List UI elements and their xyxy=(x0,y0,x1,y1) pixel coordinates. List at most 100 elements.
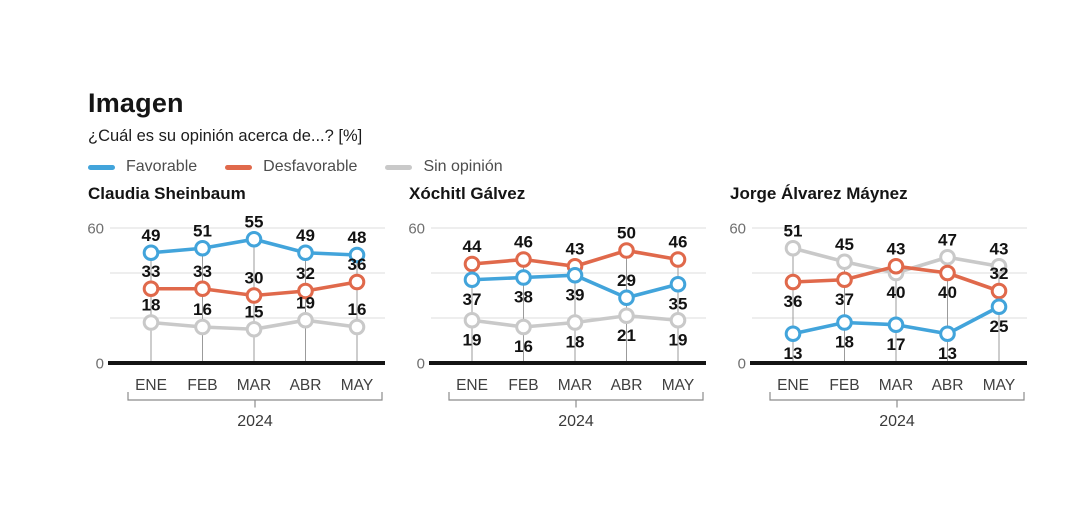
data-label: 18 xyxy=(142,296,161,315)
data-point xyxy=(566,314,584,331)
data-label: 50 xyxy=(617,224,636,243)
y-axis-tick-label: 0 xyxy=(738,355,746,372)
data-point xyxy=(784,239,802,257)
data-label: 19 xyxy=(669,330,688,349)
data-point xyxy=(784,273,802,291)
x-axis-label: ENE xyxy=(777,377,809,394)
data-point xyxy=(515,251,532,268)
data-label: 19 xyxy=(463,330,482,349)
data-point xyxy=(348,318,366,336)
legend-label: Favorable xyxy=(126,158,198,175)
data-label: 43 xyxy=(990,239,1009,258)
data-point xyxy=(566,266,584,284)
data-point xyxy=(990,282,1008,300)
y-axis-tick-label: 60 xyxy=(88,220,104,237)
data-label: 37 xyxy=(835,290,854,309)
year-label: 2024 xyxy=(879,413,915,430)
x-axis-label: ABR xyxy=(932,377,964,394)
legend: Favorable Desfavorable Sin opinión xyxy=(88,158,503,176)
data-label: 18 xyxy=(566,333,585,352)
data-point xyxy=(618,307,635,325)
data-label: 32 xyxy=(990,264,1009,283)
data-point xyxy=(245,287,263,304)
legend-label: Desfavorable xyxy=(263,158,358,175)
panel-chart-svg: 0 60 19 16 18 21 19 44 46 43 50 46 37 38 39 29 35 ENE FEB M… xyxy=(409,220,706,430)
x-axis-label: MAR xyxy=(558,377,592,394)
data-label: 51 xyxy=(784,221,803,240)
data-point xyxy=(194,239,211,257)
data-point xyxy=(245,320,263,338)
x-axis-label: ENE xyxy=(135,377,167,394)
data-point xyxy=(142,280,160,298)
panel-chart-svg: 0 60 51 45 40 47 43 36 37 43 40 32 13 18 17 13 25 ENE FEB M… xyxy=(730,220,1027,430)
x-axis-label: MAY xyxy=(662,377,694,394)
data-point xyxy=(939,248,956,266)
data-point xyxy=(245,230,263,248)
data-point xyxy=(618,289,635,307)
data-label: 49 xyxy=(296,226,315,245)
data-point xyxy=(836,253,853,271)
data-label: 43 xyxy=(566,239,585,258)
data-label: 18 xyxy=(835,333,854,352)
panels-row: Claudia Sheinbaum 0 60 18 16 15 19 16 33 33 30 32 3… xyxy=(88,184,1035,450)
x-axis-label: MAR xyxy=(879,377,913,394)
data-label: 44 xyxy=(463,237,482,256)
data-label: 17 xyxy=(887,335,906,354)
data-label: 15 xyxy=(245,302,264,321)
data-point xyxy=(669,251,687,268)
data-label: 40 xyxy=(938,283,957,302)
data-label: 29 xyxy=(617,271,636,290)
data-point xyxy=(297,244,314,262)
x-axis-label: FEB xyxy=(508,377,538,394)
x-axis-label: ABR xyxy=(290,377,322,394)
data-point xyxy=(194,318,211,336)
data-point xyxy=(463,311,481,329)
data-point xyxy=(515,269,532,286)
data-label: 47 xyxy=(938,230,957,249)
x-axis-label: MAY xyxy=(983,377,1015,394)
data-label: 51 xyxy=(193,221,212,240)
data-point xyxy=(990,257,1008,275)
data-label: 55 xyxy=(245,212,264,231)
x-axis-label: FEB xyxy=(187,377,217,394)
x-axis-label: ENE xyxy=(456,377,488,394)
data-label: 43 xyxy=(887,239,906,258)
sin-opinion-line-swatch-icon xyxy=(385,164,413,170)
data-point xyxy=(348,246,366,264)
panel-claudia-sheinbaum: Claudia Sheinbaum 0 60 18 16 15 19 16 33 33 30 32 3… xyxy=(88,184,393,450)
data-label: 13 xyxy=(938,344,957,363)
data-label: 38 xyxy=(514,288,533,307)
data-point xyxy=(836,271,853,289)
chart-title: Imagen xyxy=(88,88,184,118)
data-point xyxy=(784,325,802,343)
year-bracket xyxy=(448,392,704,408)
data-point xyxy=(669,311,687,329)
year-bracket xyxy=(769,392,1025,408)
panel-xochitl-galvez: Xóchitl Gálvez 0 60 19 16 18 21 19 44 46 43 50 46 37… xyxy=(409,184,714,450)
y-axis-tick-label: 60 xyxy=(730,220,746,237)
data-point xyxy=(194,280,211,298)
data-point xyxy=(618,242,635,259)
data-point xyxy=(297,282,314,300)
panel-title: Jorge Álvarez Máynez xyxy=(730,184,908,203)
panel-chart-svg: 0 60 18 16 15 19 16 33 33 30 32 36 49 51 55 49 48 ENE FEB M… xyxy=(88,212,385,430)
data-point xyxy=(142,314,160,331)
data-label: 16 xyxy=(348,300,367,319)
data-point xyxy=(297,311,314,329)
x-axis-label: MAR xyxy=(237,377,271,394)
data-label: 39 xyxy=(566,285,585,304)
data-point xyxy=(463,271,481,289)
legend-item-desfavorable: Desfavorable xyxy=(225,158,357,176)
data-label: 46 xyxy=(514,233,533,252)
data-label: 48 xyxy=(348,228,367,247)
year-label: 2024 xyxy=(237,413,273,430)
y-axis-tick-label: 0 xyxy=(417,355,425,372)
data-label: 45 xyxy=(835,235,854,254)
data-label: 36 xyxy=(348,255,367,274)
legend-item-sin-opinion: Sin opinión xyxy=(385,158,503,176)
data-label: 19 xyxy=(296,293,315,312)
x-axis-label: ABR xyxy=(611,377,643,394)
chart-subtitle: ¿Cuál es su opinión acerca de...? [%] xyxy=(88,127,363,145)
legend-item-favorable: Favorable xyxy=(88,158,197,176)
year-bracket xyxy=(127,392,383,408)
